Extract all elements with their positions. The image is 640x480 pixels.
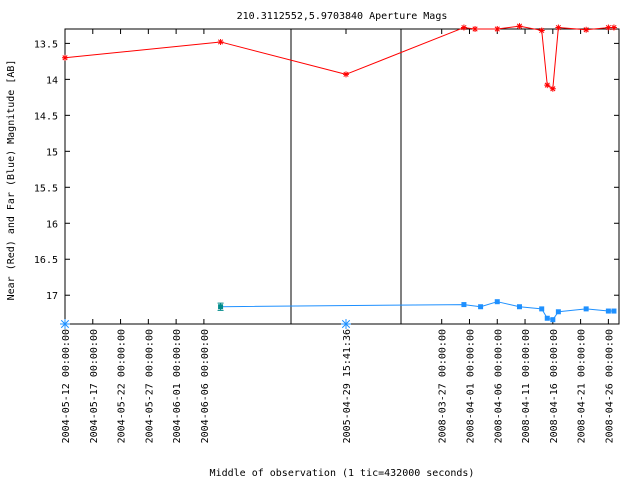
near-mag-point [549, 85, 556, 92]
far-mag-point [544, 315, 550, 321]
near-mag-point [538, 27, 545, 34]
y-tick-label: 15 [46, 147, 58, 158]
x-axis-label: Middle of observation (1 tic=432000 seco… [210, 468, 475, 479]
x-tick-label: 2008-04-21 00:00:00 [577, 329, 588, 443]
y-axis-label: Near (Red) and Far (Blue) Magnitude [AB] [6, 60, 17, 301]
near-mag-point [516, 23, 523, 30]
y-tick-label: 16 [46, 219, 58, 230]
y-tick-label: 15.5 [34, 183, 58, 194]
far-mag-point [516, 304, 522, 310]
near-mag-point [472, 26, 479, 32]
near-mag-point [605, 24, 612, 31]
near-mag-point [460, 24, 467, 31]
far-limit-marker [60, 319, 70, 329]
y-tick-label: 13.5 [34, 39, 58, 50]
far-mag-point [555, 309, 561, 315]
far-mag-point [478, 304, 484, 310]
plot-area: 13.5 14 14.5 15 15.5 16 16.5 17 2004-05-12 00:00… [34, 23, 620, 443]
x-tick-label: 2004-05-17 00:00:00 [89, 329, 100, 443]
x-tick-label: 2008-04-06 00:00:00 [493, 329, 504, 443]
near-series-line [64, 25, 614, 90]
near-mag-point [62, 54, 68, 61]
x-tick-label: 2005-04-29 15:41:36 [342, 329, 353, 443]
x-tick-label: 2004-06-01 00:00:00 [172, 329, 183, 443]
far-mag-point [539, 306, 545, 312]
x-tick-label: 2004-05-12 00:00:00 [61, 329, 72, 443]
near-mag-point [343, 71, 349, 78]
y-tick-label: 17 [46, 291, 58, 302]
x-tick-label: 2008-04-01 00:00:00 [465, 329, 476, 443]
far-mag-point [550, 317, 556, 323]
far-mag-point [583, 306, 589, 312]
far-mag-point [605, 308, 611, 314]
x-tick-label: 2004-06-06 00:00:00 [200, 329, 211, 443]
near-mag-point [544, 82, 551, 89]
chart-title: 210.3112552,5.9703840 Aperture Mags [237, 11, 448, 22]
near-mag-point [610, 24, 617, 31]
x-tick-label: 2008-03-27 00:00:00 [438, 329, 449, 443]
near-mag-point [555, 24, 562, 31]
y-tick-label: 14 [46, 75, 58, 86]
x-tick-label: 2004-05-27 00:00:00 [144, 329, 155, 443]
x-tick-label: 2004-05-22 00:00:00 [117, 329, 128, 443]
x-tick-label: 2008-04-11 00:00:00 [521, 329, 532, 443]
far-mag-point [461, 302, 467, 308]
x-tick-label: 2008-04-16 00:00:00 [549, 329, 560, 443]
far-limit-marker [341, 319, 351, 329]
x-tick-label: 2008-04-26 00:00:00 [604, 329, 615, 443]
near-mag-point [494, 26, 501, 32]
near-mag-point [217, 38, 224, 45]
y-tick-label: 14.5 [34, 111, 58, 122]
far-series-line [220, 301, 614, 321]
far-mag-point [494, 299, 500, 305]
y-tick-label: 16.5 [34, 255, 58, 266]
near-mag-point [583, 26, 590, 33]
far-mag-point [611, 308, 617, 314]
far-mag-point [218, 304, 224, 310]
